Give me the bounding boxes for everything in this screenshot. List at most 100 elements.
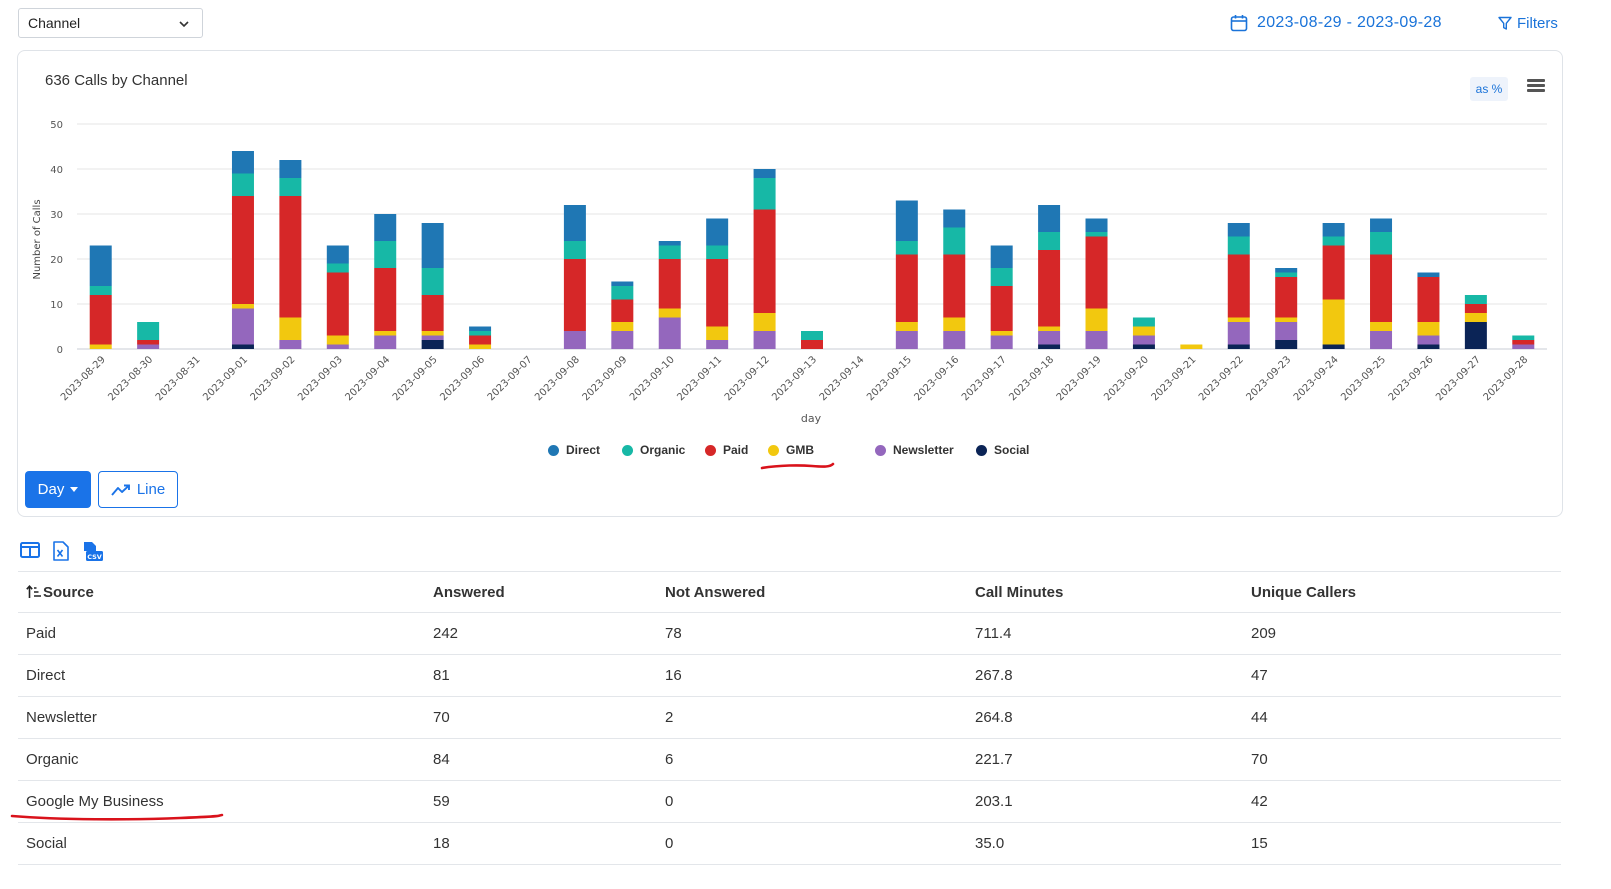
x-tick-label: 2023-08-31	[154, 354, 203, 403]
bar-segment-paid	[89, 295, 112, 345]
cell-source: Direct	[18, 654, 425, 697]
channel-select[interactable]: Channel	[18, 8, 203, 38]
bar-segment-paid	[469, 335, 492, 345]
bar-segment-newsletter	[1417, 335, 1440, 345]
bar-segment-direct	[1085, 218, 1108, 232]
column-header-not-answered[interactable]: Not Answered	[657, 571, 967, 613]
excel-export-icon[interactable]	[52, 541, 70, 561]
bar-segment-newsletter	[658, 317, 681, 349]
bar-segment-gmb	[1132, 326, 1155, 336]
bar-segment-organic	[753, 178, 776, 210]
bar-segment-organic	[231, 173, 254, 196]
x-tick-label: 2023-09-02	[249, 354, 298, 403]
y-tick-label: 10	[50, 300, 63, 311]
bar-segment-organic	[1132, 317, 1155, 327]
bar-segment-paid	[1417, 277, 1440, 322]
bar-segment-gmb	[1180, 344, 1203, 349]
bar-segment-newsletter	[137, 344, 160, 349]
bar-segment-paid	[231, 196, 254, 304]
table-row: Newsletter 70 2 264.8 44	[18, 696, 1561, 739]
bar-segment-direct	[1038, 205, 1061, 232]
bar-segment-paid	[1512, 340, 1535, 345]
legend-dot	[622, 444, 633, 456]
bar-segment-newsletter	[753, 331, 776, 349]
x-tick-label: 2023-09-08	[533, 354, 582, 403]
columns-icon[interactable]	[20, 541, 40, 559]
bar-segment-organic	[89, 286, 112, 295]
date-range-picker[interactable]: 2023-08-29 - 2023-09-28	[1230, 12, 1442, 34]
legend-item-direct[interactable]: Direct	[548, 443, 600, 457]
bar-segment-paid	[1227, 254, 1250, 318]
day-dropdown-button[interactable]: Day	[25, 471, 91, 508]
x-tick-label: 2023-09-16	[913, 354, 962, 403]
filters-button[interactable]: Filters	[1498, 12, 1558, 34]
hamburger-menu-icon[interactable]	[1527, 79, 1545, 93]
x-tick-label: 2023-09-03	[296, 354, 345, 403]
legend-item-paid[interactable]: Paid	[705, 443, 748, 457]
x-axis-label: day	[801, 412, 822, 425]
bar-segment-gmb	[1227, 317, 1250, 322]
bar-segment-gmb	[1370, 322, 1393, 331]
bar-segment-gmb	[231, 304, 254, 309]
chart-card	[17, 50, 1563, 517]
bar-segment-organic	[658, 245, 681, 259]
bar-segment-organic	[374, 241, 397, 268]
cell-call-minutes: 264.8	[967, 696, 1243, 739]
bar-segment-organic	[1038, 232, 1061, 250]
column-header-answered[interactable]: Answered	[425, 571, 657, 613]
x-tick-label: 2023-09-15	[865, 354, 914, 403]
bar-segment-newsletter	[1085, 331, 1108, 349]
bar-segment-gmb	[279, 317, 302, 340]
bar-segment-gmb	[1085, 308, 1108, 331]
bar-segment-organic	[137, 322, 160, 340]
bar-segment-paid	[1464, 304, 1487, 313]
bar-segment-organic	[421, 268, 444, 295]
cell-answered: 70	[425, 696, 657, 739]
bar-segment-direct	[658, 241, 681, 246]
csv-export-icon[interactable]: CSV	[82, 541, 104, 563]
x-tick-label: 2023-09-28	[1482, 354, 1531, 403]
legend-item-newsletter[interactable]: Newsletter	[875, 443, 954, 457]
legend-dot	[705, 444, 716, 456]
line-chart-button[interactable]: Line	[98, 471, 178, 508]
bar-segment-gmb	[1322, 299, 1345, 345]
x-tick-label: 2023-09-21	[1150, 354, 1199, 403]
legend-item-gmb[interactable]: GMB	[768, 443, 814, 457]
x-tick-label: 2023-09-10	[628, 354, 677, 403]
bar-segment-newsletter	[990, 335, 1013, 349]
bar-segment-newsletter	[706, 340, 729, 349]
x-tick-label: 2023-09-23	[1244, 354, 1293, 403]
bar-segment-newsletter	[279, 340, 302, 349]
bar-segment-gmb	[1417, 322, 1440, 336]
as-percent-button[interactable]: as %	[1470, 77, 1508, 101]
bar-segment-paid	[1085, 236, 1108, 309]
bar-segment-social	[1322, 344, 1345, 349]
table-row: Google My Business 59 0 203.1 42	[18, 780, 1561, 823]
bar-segment-newsletter	[1370, 331, 1393, 349]
bar-segment-direct	[469, 326, 492, 331]
date-range-text: 2023-08-29 - 2023-09-28	[1257, 14, 1442, 31]
y-tick-label: 50	[50, 120, 63, 131]
bar-segment-paid	[421, 295, 444, 331]
x-tick-label: 2023-09-06	[438, 354, 487, 403]
bar-segment-direct	[563, 205, 586, 241]
sort-ascending-icon[interactable]	[26, 584, 42, 599]
column-header-source[interactable]: Source	[18, 571, 425, 613]
bar-segment-newsletter	[895, 331, 918, 349]
y-tick-label: 0	[57, 345, 63, 356]
legend-item-organic[interactable]: Organic	[622, 443, 685, 457]
legend-item-social[interactable]: Social	[976, 443, 1029, 457]
cell-call-minutes: 35.0	[967, 822, 1243, 865]
table-row: Paid 242 78 711.4 209	[18, 612, 1561, 655]
cell-call-minutes: 221.7	[967, 738, 1243, 781]
bar-segment-direct	[89, 245, 112, 286]
bar-segment-organic	[563, 241, 586, 259]
column-header-unique-callers[interactable]: Unique Callers	[1243, 571, 1561, 613]
google-my-business-annotation-underline	[10, 813, 224, 821]
channel-summary-table: Source Answered Not Answered Call Minute…	[18, 571, 1561, 865]
column-header-call-minutes[interactable]: Call Minutes	[967, 571, 1243, 613]
bar-segment-gmb	[990, 331, 1013, 336]
x-tick-label: 2023-08-30	[106, 354, 155, 403]
bar-segment-direct	[943, 209, 966, 228]
filters-label: Filters	[1517, 14, 1558, 32]
